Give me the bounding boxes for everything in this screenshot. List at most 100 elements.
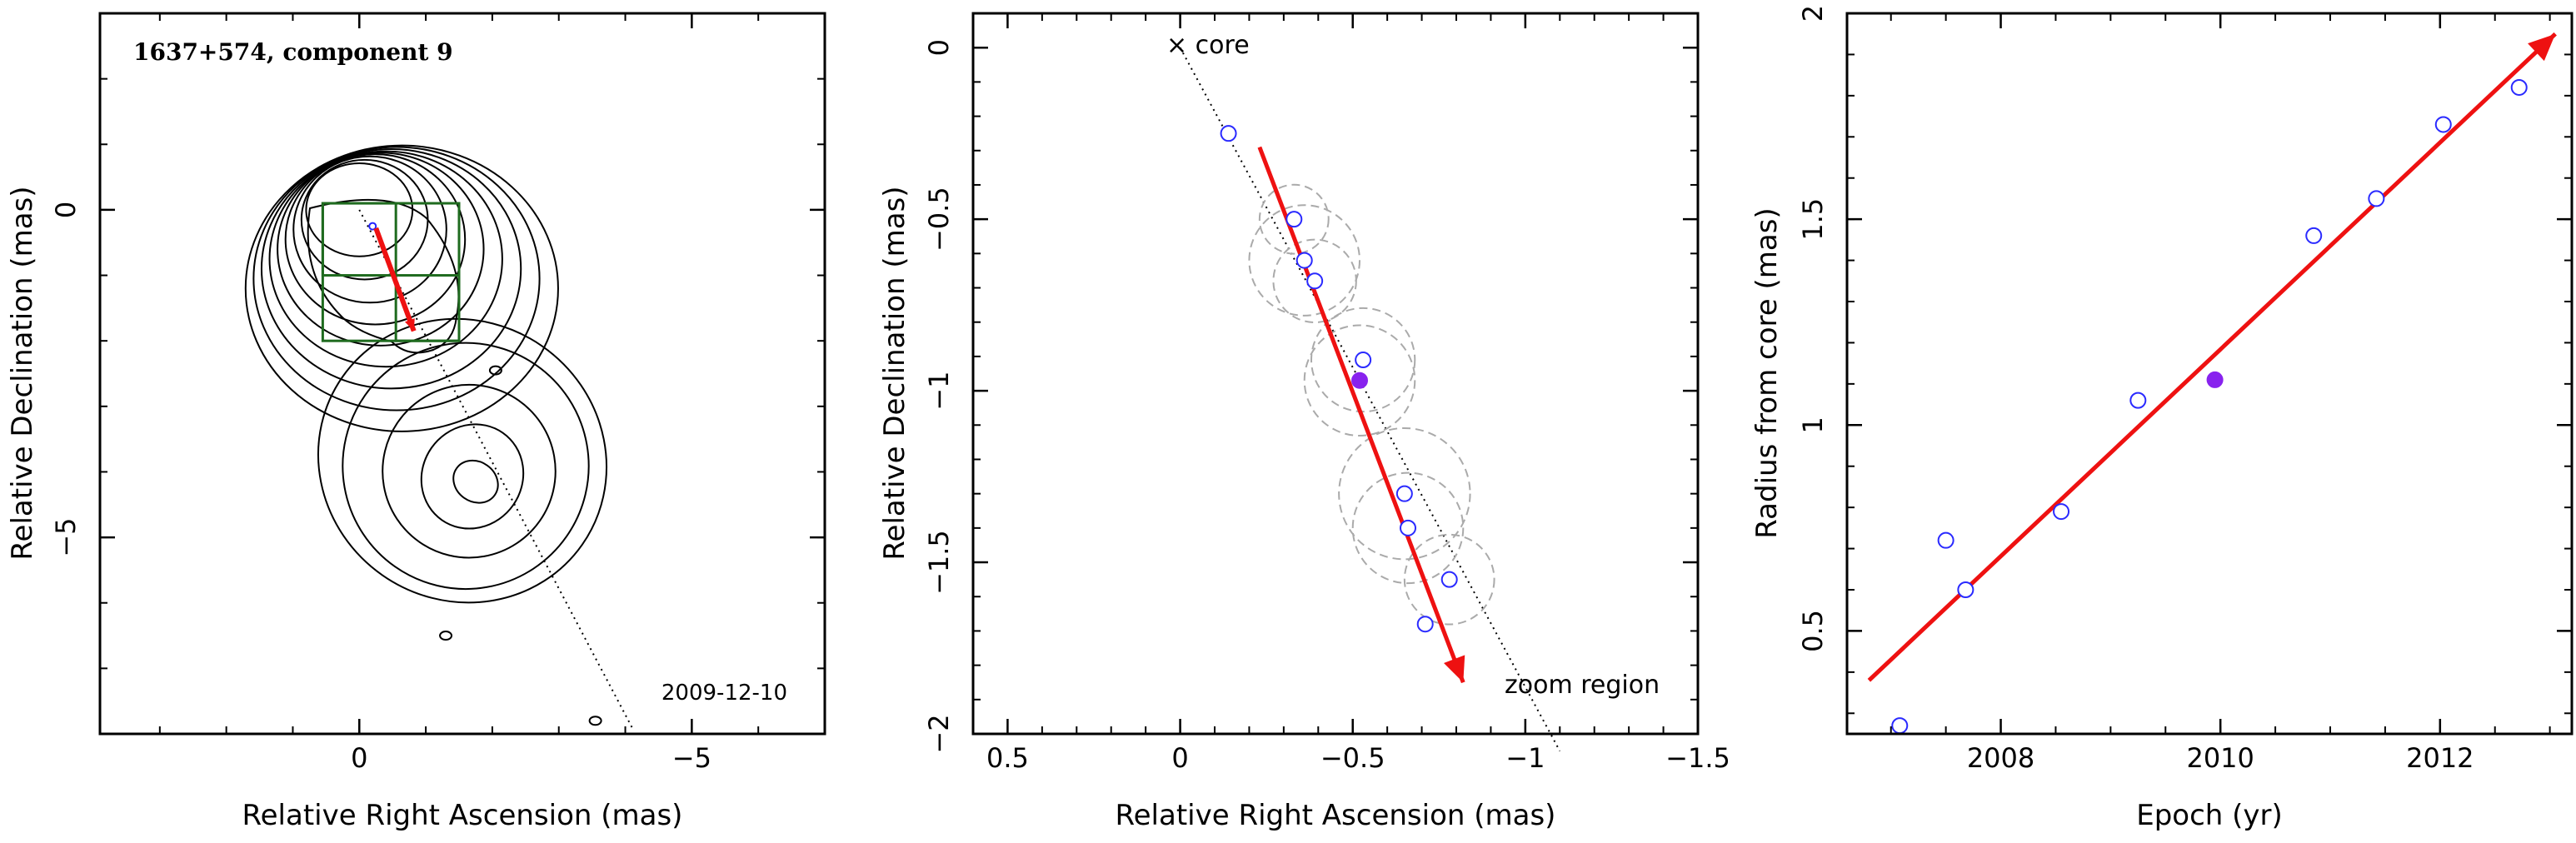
component-size-circle bbox=[1272, 238, 1357, 323]
panel1-x-axis-label: Relative Right Ascension (mas) bbox=[242, 799, 683, 832]
position-point bbox=[1286, 211, 1303, 228]
knot-contour bbox=[317, 317, 608, 604]
position-point bbox=[1440, 571, 1458, 588]
panel2-core-label: × core bbox=[1166, 31, 1250, 60]
core-contour bbox=[260, 148, 522, 390]
motion-arrow-head bbox=[1444, 655, 1465, 683]
panel1-date-label: 2009-12-10 bbox=[661, 681, 787, 706]
radius-point bbox=[2129, 392, 2147, 409]
radius-point-highlighted bbox=[2206, 371, 2224, 388]
core-contour bbox=[300, 158, 429, 281]
motion-arrow-head bbox=[404, 318, 415, 332]
component-size-circle bbox=[1351, 471, 1465, 585]
panel1-y-tick-label: −5 bbox=[50, 518, 82, 557]
component-size-circle bbox=[1403, 533, 1495, 626]
radius-point bbox=[2305, 227, 2323, 244]
panel2-y-tick-label: −1 bbox=[923, 372, 955, 411]
motion-arrow bbox=[373, 227, 417, 332]
panel1-frame bbox=[98, 12, 826, 736]
zoom-box bbox=[394, 274, 461, 342]
component-size-circle bbox=[1258, 183, 1330, 255]
position-point bbox=[1416, 616, 1434, 633]
knot-contour bbox=[420, 423, 525, 530]
motion-arrow bbox=[1257, 146, 1465, 684]
panel2-plot-area bbox=[1179, 47, 1561, 752]
position-point bbox=[1220, 125, 1237, 142]
panel2-y-tick-label: −2 bbox=[923, 714, 955, 753]
panel1-y-axis-label: Relative Declination (mas) bbox=[6, 186, 39, 560]
panel3-ticks: 2008 2010 2012 0.5 1 1.5 2 bbox=[1797, 5, 2572, 774]
panel3-plot-area bbox=[1867, 32, 2557, 735]
panel2-y-tick-label: −1.5 bbox=[923, 530, 955, 595]
panel1-annotation: 1637+574, component 9 bbox=[133, 38, 453, 66]
core-contour bbox=[252, 146, 541, 412]
knot-contour bbox=[382, 383, 557, 559]
core-contour bbox=[284, 153, 467, 326]
panel2-ticks: 0.5 0 −0.5 −1 −1.5 0 −0.5 −1 −1.5 −2 bbox=[923, 12, 1730, 774]
core-contour bbox=[305, 162, 414, 257]
panel1-ticks: 0 −5 0 −5 bbox=[50, 13, 825, 774]
core-contour bbox=[244, 144, 559, 432]
panel3-y-tick-label: 0.5 bbox=[1797, 610, 1829, 652]
panel2-x-axis-label: Relative Right Ascension (mas) bbox=[1116, 799, 1556, 832]
jet-axis-line bbox=[1179, 47, 1561, 752]
position-point bbox=[1400, 519, 1416, 536]
panel-zoom-region: 0.5 0 −0.5 −1 −1.5 0 −0.5 −1 −1.5 −2 × core zoom … bbox=[878, 12, 1730, 832]
position-point-highlighted bbox=[1351, 372, 1368, 389]
panel2-x-tick-label: −1 bbox=[1505, 742, 1545, 774]
core-contour bbox=[277, 152, 485, 347]
panel2-region-label: zoom region bbox=[1505, 671, 1660, 700]
panel-radius-vs-epoch: 2008 2010 2012 0.5 1 1.5 2 Epoch (yr) Radius f… bbox=[1750, 5, 2574, 832]
panel3-y-tick-label: 2 bbox=[1797, 5, 1829, 22]
radius-point bbox=[1957, 581, 1974, 598]
panel2-y-tick-label: −0.5 bbox=[923, 187, 955, 252]
knot-contour bbox=[452, 459, 499, 504]
panel2-frame bbox=[971, 12, 1700, 736]
position-point bbox=[1355, 352, 1372, 369]
component-size-circle bbox=[1303, 324, 1416, 437]
fit-line-arrow-head bbox=[2528, 33, 2556, 62]
panel2-y-axis-label: Relative Declination (mas) bbox=[878, 186, 911, 560]
component-size-circle bbox=[1248, 204, 1360, 317]
panel3-x-tick-label: 2010 bbox=[2186, 742, 2254, 774]
panel3-y-tick-label: 1.5 bbox=[1797, 198, 1829, 241]
isolated-contour bbox=[588, 716, 602, 726]
radius-point bbox=[2510, 78, 2528, 96]
radius-point bbox=[2434, 116, 2452, 133]
core-contour bbox=[268, 150, 503, 368]
zoom-box bbox=[321, 202, 397, 277]
radius-point bbox=[1891, 717, 1909, 735]
component-size-circle bbox=[1310, 307, 1416, 413]
panel2-x-tick-label: −1.5 bbox=[1665, 742, 1730, 774]
panel2-y-tick-label: 0 bbox=[923, 39, 955, 56]
core-contour bbox=[292, 155, 447, 304]
component-size-circle bbox=[1338, 426, 1471, 561]
panel3-y-tick-label: 1 bbox=[1797, 417, 1829, 433]
panel1-x-tick-label: −5 bbox=[672, 742, 711, 774]
panel1-plot-area bbox=[244, 144, 633, 728]
panel3-x-tick-label: 2012 bbox=[2406, 742, 2474, 774]
panel3-y-axis-label: Radius from core (mas) bbox=[1750, 207, 1784, 538]
panel1-x-tick-label: 0 bbox=[351, 742, 367, 774]
panel1-y-tick-label: 0 bbox=[50, 202, 82, 218]
radius-point bbox=[1937, 531, 1954, 549]
component-marker bbox=[368, 222, 377, 231]
position-point bbox=[1306, 272, 1324, 290]
panel2-x-tick-label: −0.5 bbox=[1320, 742, 1385, 774]
radius-point bbox=[2368, 190, 2385, 207]
fit-line bbox=[1867, 32, 2557, 682]
panel3-x-axis-label: Epoch (yr) bbox=[2136, 799, 2283, 832]
panel2-x-tick-label: 0.5 bbox=[986, 742, 1029, 774]
isolated-contour bbox=[488, 365, 502, 376]
jet-axis-line bbox=[358, 209, 633, 728]
panel3-frame bbox=[1845, 12, 2574, 736]
position-point bbox=[1395, 485, 1413, 502]
panel2-x-tick-label: 0 bbox=[1171, 742, 1188, 774]
position-point bbox=[1295, 252, 1313, 269]
knot-contour bbox=[342, 342, 590, 591]
panel3-x-tick-label: 2008 bbox=[1967, 742, 2034, 774]
panel-contour-map: 0 −50−5 1637+574, component 9 2009-12-10 … bbox=[6, 12, 826, 832]
extended-contour bbox=[307, 198, 460, 354]
isolated-contour bbox=[439, 631, 453, 641]
